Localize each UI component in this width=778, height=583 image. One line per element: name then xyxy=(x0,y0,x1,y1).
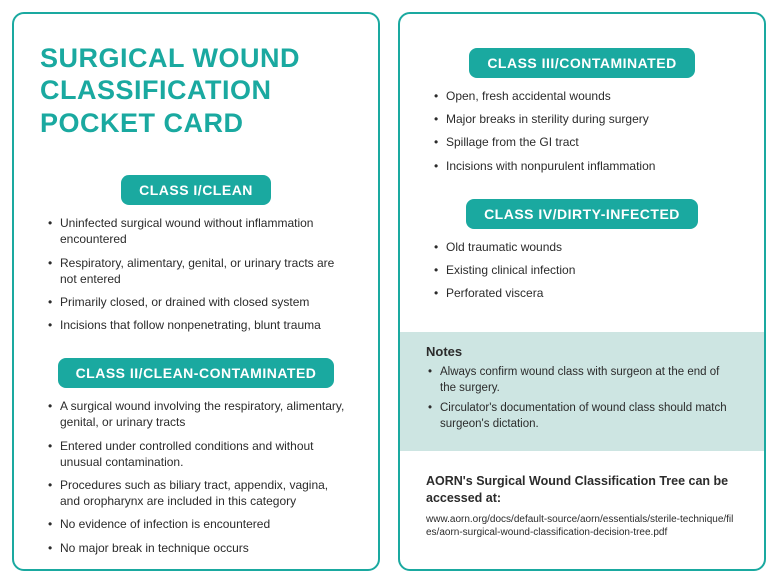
footer-url: www.aorn.org/docs/default-source/aorn/es… xyxy=(426,513,738,539)
list-item: Entered under controlled conditions and … xyxy=(46,438,346,470)
list-item: Major breaks in sterility during surgery xyxy=(432,111,732,127)
class2-header: CLASS II/CLEAN-CONTAMINATED xyxy=(58,358,335,388)
list-item: Uninfected surgical wound without inflam… xyxy=(46,215,346,247)
list-item: No evidence of infection is encountered xyxy=(46,516,346,532)
class3-header: CLASS III/CONTAMINATED xyxy=(469,48,694,78)
list-item: A surgical wound involving the respirato… xyxy=(46,398,346,430)
list-item: Spillage from the GI tract xyxy=(432,134,732,150)
list-item: Always confirm wound class with surgeon … xyxy=(426,365,738,396)
footer-title: AORN's Surgical Wound Classification Tre… xyxy=(426,473,738,507)
class4-list: Old traumatic wounds Existing clinical i… xyxy=(426,239,738,309)
right-card: CLASS III/CONTAMINATED Open, fresh accid… xyxy=(398,12,766,571)
list-item: Old traumatic wounds xyxy=(432,239,732,255)
page-title: SURGICAL WOUND CLASSIFICATION POCKET CAR… xyxy=(40,42,352,139)
class1-list: Uninfected surgical wound without inflam… xyxy=(40,215,352,340)
list-item: Perforated viscera xyxy=(432,285,732,301)
notes-title: Notes xyxy=(426,344,738,359)
list-item: Existing clinical infection xyxy=(432,262,732,278)
list-item: Primarily closed, or drained with closed… xyxy=(46,294,346,310)
notes-list: Always confirm wound class with surgeon … xyxy=(426,365,738,432)
class4-header: CLASS IV/DIRTY-INFECTED xyxy=(466,199,698,229)
notes-box: Notes Always confirm wound class with su… xyxy=(400,332,764,451)
list-item: Respiratory, alimentary, genital, or uri… xyxy=(46,255,346,287)
footer-block: AORN's Surgical Wound Classification Tre… xyxy=(426,473,738,539)
list-item: Incisions with nonpurulent inflammation xyxy=(432,158,732,174)
class1-header: CLASS I/CLEAN xyxy=(121,175,271,205)
list-item: Procedures such as biliary tract, append… xyxy=(46,477,346,509)
list-item: Incisions that follow nonpenetrating, bl… xyxy=(46,317,346,333)
class3-list: Open, fresh accidental wounds Major brea… xyxy=(426,88,738,181)
list-item: No major break in technique occurs xyxy=(46,540,346,556)
list-item: Circulator's documentation of wound clas… xyxy=(426,401,738,432)
left-card: SURGICAL WOUND CLASSIFICATION POCKET CAR… xyxy=(12,12,380,571)
class2-list: A surgical wound involving the respirato… xyxy=(40,398,352,563)
list-item: Open, fresh accidental wounds xyxy=(432,88,732,104)
